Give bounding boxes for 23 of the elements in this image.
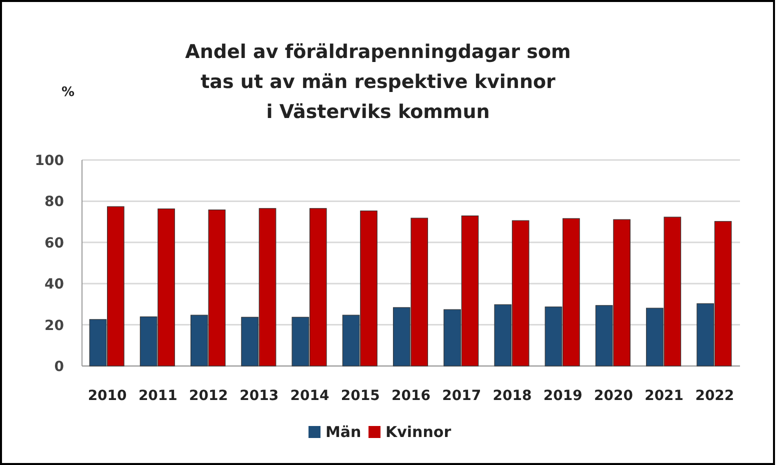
y-tick-label: 80 [44, 194, 64, 210]
legend-label: Män [326, 423, 362, 441]
x-tick-label: 2018 [492, 388, 532, 404]
x-tick-label: 2022 [695, 388, 734, 404]
legend-label: Kvinnor [386, 423, 452, 441]
y-tick-label: 20 [44, 318, 64, 334]
x-tick-label: 2016 [392, 388, 430, 404]
y-tick-label: 60 [44, 235, 64, 252]
chart-title: Andel av föräldrapenningdagar som tas ut av män respektive kvinnor i Västerviks kommun [185, 41, 571, 123]
x-tick-label: 2017 [442, 388, 482, 404]
x-tick-label: 2010 [88, 388, 128, 404]
y-tick-label: 0 [54, 359, 64, 375]
x-tick-label: 2012 [189, 388, 228, 404]
y-tick-label: 100 [34, 153, 64, 169]
x-tick-label: 2013 [240, 388, 279, 404]
y-tick-label: 40 [44, 276, 64, 293]
y-axis-title: % [61, 85, 75, 100]
x-tick-label: 2021 [644, 388, 684, 404]
x-tick-label: 2019 [543, 388, 582, 404]
x-tick-label: 2020 [594, 388, 634, 404]
x-tick-label: 2014 [290, 388, 330, 404]
x-tick-label: 2015 [340, 388, 380, 404]
x-tick-label: 2011 [138, 388, 178, 404]
